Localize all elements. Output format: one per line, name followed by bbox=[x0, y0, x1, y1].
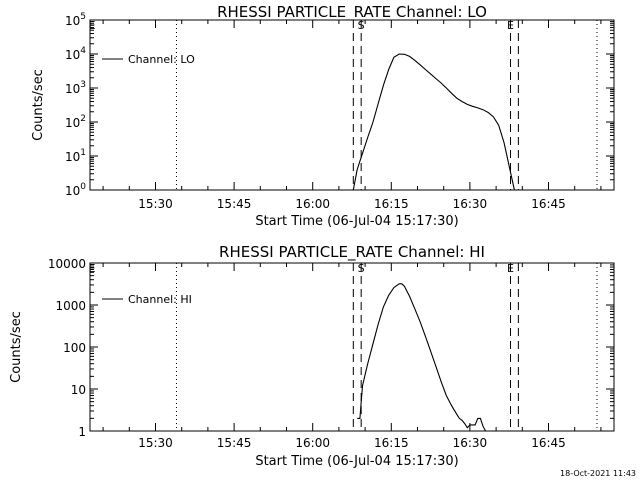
series-line bbox=[357, 283, 487, 432]
series-line bbox=[352, 53, 515, 191]
time-marker-label: S bbox=[358, 19, 365, 32]
legend-label: Channel: LO bbox=[128, 53, 195, 66]
chart-title: RHESSI PARTICLE_RATE Channel: HI bbox=[219, 243, 485, 262]
y-tick-label: 102 bbox=[65, 114, 86, 130]
y-tick-label: 100 bbox=[65, 182, 86, 198]
chart-title: RHESSI PARTICLE_RATE Channel: LO bbox=[217, 3, 487, 22]
plot-frame bbox=[89, 262, 615, 432]
x-tick-label: 16:30 bbox=[453, 436, 488, 450]
x-tick-label: 16:45 bbox=[531, 197, 566, 211]
x-tick-label: 16:15 bbox=[374, 197, 409, 211]
y-tick-label: 101 bbox=[65, 148, 86, 164]
panel-lo: RHESSI PARTICLE_RATE Channel: LO 15:30 15:… bbox=[31, 3, 615, 229]
x-tick-label: 16:30 bbox=[453, 197, 488, 211]
timestamp-stamp: 18-Oct-2021 11:43 bbox=[560, 469, 636, 478]
time-marker-label: E bbox=[89, 262, 96, 275]
x-tick-label: 16:15 bbox=[374, 436, 409, 450]
x-tick-label: 15:30 bbox=[138, 436, 173, 450]
x-tick-label: 15:30 bbox=[138, 197, 173, 211]
x-tick-label: 16:00 bbox=[295, 436, 330, 450]
legend-label: Channel: HI bbox=[128, 293, 192, 306]
y-axis-label: Counts/sec bbox=[31, 69, 46, 141]
x-tick-label: 16:45 bbox=[531, 436, 566, 450]
y-tick-label: 100 bbox=[63, 341, 86, 355]
x-axis-label: Start Time (06-Jul-04 15:17:30) bbox=[255, 454, 458, 469]
y-tick-label: 10000 bbox=[48, 257, 86, 271]
time-marker-label: E bbox=[89, 19, 96, 32]
x-axis-label: Start Time (06-Jul-04 15:17:30) bbox=[255, 214, 458, 229]
y-tick-label: 103 bbox=[65, 80, 86, 96]
x-tick-label: 15:45 bbox=[217, 436, 252, 450]
time-marker-label: S bbox=[358, 262, 365, 275]
plot-frame bbox=[89, 19, 615, 191]
x-tick-label: 15:45 bbox=[217, 197, 252, 211]
y-tick-label: 1000 bbox=[55, 299, 86, 313]
panel-hi: RHESSI PARTICLE_RATE Channel: HI 15:30 15:… bbox=[9, 243, 615, 469]
y-axis-label: Counts/sec bbox=[9, 311, 24, 383]
y-tick-label: 10 bbox=[71, 383, 86, 397]
y-tick-label: 1 bbox=[78, 425, 86, 439]
x-tick-label: 16:00 bbox=[295, 197, 330, 211]
y-tick-label: 105 bbox=[65, 12, 86, 28]
y-tick-label: 104 bbox=[65, 46, 86, 62]
time-marker-label: E bbox=[507, 19, 514, 32]
time-marker-label: E bbox=[507, 262, 514, 275]
